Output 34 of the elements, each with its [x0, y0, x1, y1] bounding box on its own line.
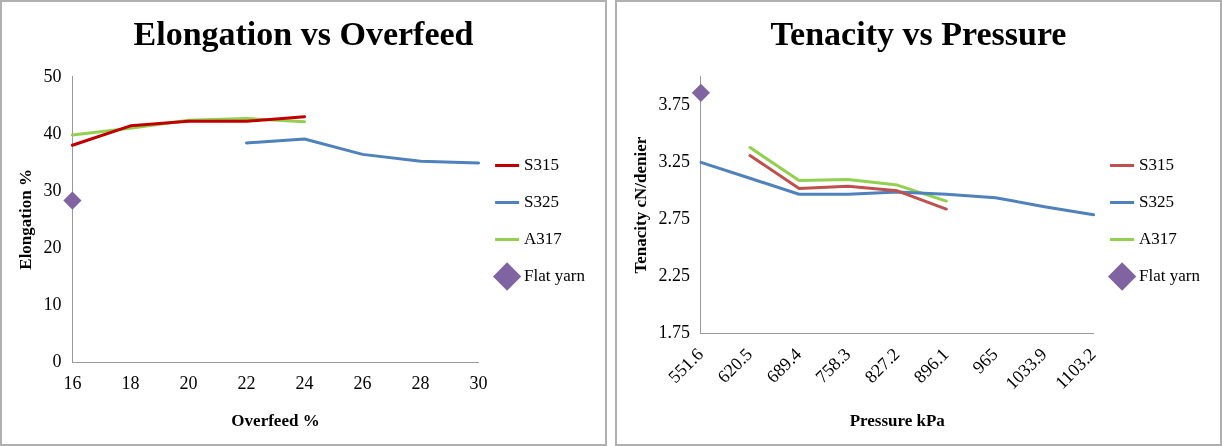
y-tick-label: 3.25: [658, 151, 690, 172]
y-tick-label: 40: [43, 122, 62, 143]
x-axis-title: Overfeed %: [231, 411, 320, 431]
x-tick-label: 26: [353, 372, 372, 393]
legend-label: A317: [524, 228, 563, 248]
x-tick-label: 30: [469, 372, 488, 393]
y-tick-label: 1.75: [658, 322, 690, 343]
legend-label: Flat yarn: [524, 265, 586, 285]
y-tick-label: 50: [43, 65, 62, 86]
x-tick-label: 18: [121, 372, 140, 393]
y-tick-label: 2.25: [658, 265, 690, 286]
x-tick-label: 20: [179, 372, 198, 393]
y-tick-label: 0: [52, 350, 62, 371]
y-axis-title: Elongation %: [15, 169, 35, 270]
legend-label: A317: [1139, 228, 1178, 248]
legend-label: S325: [1139, 191, 1175, 211]
y-tick-label: 2.75: [658, 208, 690, 229]
chart-title: Elongation vs Overfeed: [133, 15, 474, 53]
x-tick-label: 965: [968, 344, 1002, 378]
legend-label: Flat yarn: [1139, 265, 1201, 285]
legend-label: S325: [524, 191, 560, 211]
legend-label: S315: [1139, 154, 1175, 174]
y-tick-label: 20: [43, 236, 62, 257]
y-axis-title: Tenacity cN/denier: [630, 136, 650, 274]
x-tick-label: 22: [237, 372, 256, 393]
x-tick-label: 28: [411, 372, 430, 393]
chart-title: Tenacity vs Pressure: [770, 15, 1067, 53]
x-tick-label: 16: [63, 372, 82, 393]
x-tick-label: 24: [295, 372, 314, 393]
legend-label: S315: [524, 154, 560, 174]
x-axis-title: Pressure kPa: [849, 411, 946, 431]
y-tick-label: 10: [43, 293, 62, 314]
y-tick-label: 30: [43, 179, 62, 200]
y-tick-label: 3.75: [658, 94, 690, 115]
